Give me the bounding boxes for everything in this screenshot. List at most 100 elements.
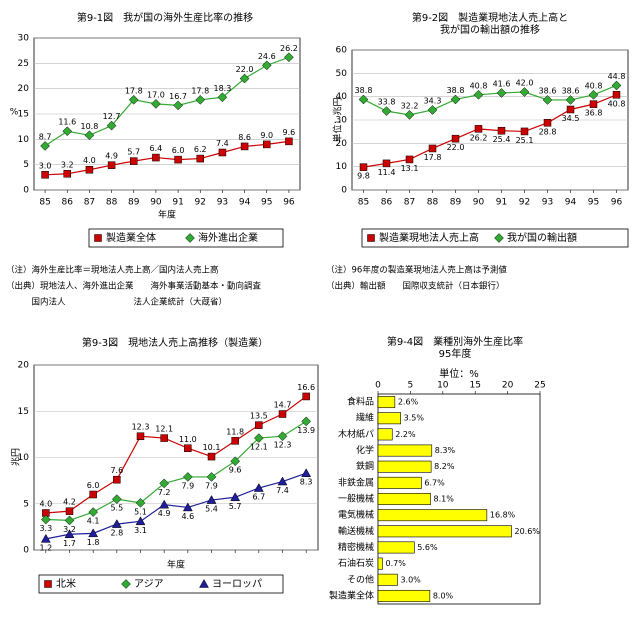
x-tick-label: 88 (106, 198, 118, 208)
data-label: 20.6% (514, 527, 540, 536)
marker (520, 127, 529, 136)
data-label: 25.4 (493, 135, 511, 144)
chart-title: 我が国の輸出額の推移 (440, 23, 540, 36)
bar (377, 525, 512, 538)
x-tick-label: 10 (437, 381, 449, 391)
data-label: 8.3% (435, 446, 456, 455)
x-tick-label: 92 (519, 198, 530, 208)
data-label: 40.8 (585, 81, 603, 90)
marker (63, 170, 71, 178)
x-tick-label: 15 (469, 381, 480, 391)
marker (85, 165, 94, 174)
data-label: 11.4 (378, 168, 396, 177)
data-label: 38.8 (447, 86, 465, 95)
marker (94, 234, 102, 242)
data-label: 16.7 (169, 92, 187, 101)
data-label: 17.8 (424, 153, 442, 162)
data-label: 7.4 (216, 139, 229, 148)
marker (230, 456, 241, 467)
legend-label: 製造業全体 (106, 231, 156, 244)
data-label: 8.2% (434, 462, 455, 471)
y-tick-label: 5 (23, 499, 29, 509)
marker (358, 94, 369, 105)
data-label: 3.5% (404, 414, 425, 423)
data-label: 4.9 (105, 152, 118, 161)
marker (40, 533, 51, 543)
marker (174, 155, 182, 164)
marker (240, 142, 249, 151)
bar (377, 493, 431, 505)
marker (278, 410, 287, 418)
marker (382, 159, 391, 168)
category-label: その他 (347, 573, 374, 585)
marker (182, 472, 193, 482)
marker (218, 148, 227, 157)
x-axis-label: 年度 (158, 209, 176, 221)
marker (88, 528, 99, 538)
data-label: 34.5 (562, 114, 580, 123)
marker (152, 153, 160, 162)
bar (377, 428, 393, 441)
data-label: 9.6 (283, 128, 296, 137)
x-tick-label: 95 (261, 198, 272, 208)
marker (496, 88, 507, 98)
category-label: 化学 (356, 444, 374, 456)
y-tick-label: 15 (18, 110, 29, 120)
data-label: 38.6 (539, 86, 557, 95)
data-label: 6.7% (424, 478, 445, 487)
x-tick-label: 95 (588, 198, 599, 208)
category-label: 繊維 (356, 412, 374, 424)
data-label: 6.0 (87, 481, 100, 490)
data-label: 3.3 (39, 524, 52, 533)
data-label: 13.5 (250, 412, 268, 421)
data-label: 12.1 (155, 425, 173, 434)
x-tick-label: 90 (473, 198, 485, 208)
data-label: 8.3 (300, 478, 313, 487)
bar (377, 573, 398, 586)
series-line (363, 94, 617, 168)
data-label: 5.7 (229, 502, 242, 511)
marker (40, 141, 50, 151)
marker (277, 476, 288, 486)
x-tick-label: 91 (172, 198, 183, 208)
marker (255, 421, 263, 429)
series-line (45, 395, 307, 514)
legend-label: 北米 (56, 577, 76, 590)
data-label: 36.8 (585, 109, 603, 118)
marker (151, 99, 161, 109)
data-label: 5.5 (110, 504, 123, 513)
marker (207, 452, 216, 461)
marker (253, 483, 264, 492)
marker (84, 130, 95, 141)
data-label: 1.2 (39, 543, 52, 552)
data-label: 12.1 (250, 443, 268, 452)
marker (135, 497, 146, 508)
x-tick-label: 90 (150, 198, 162, 208)
y-tick-label: 0 (23, 186, 29, 196)
marker (284, 52, 294, 63)
marker (405, 155, 414, 164)
marker (217, 92, 228, 103)
data-label: 5.7 (127, 148, 140, 157)
category-label: 鉄鋼 (356, 460, 374, 472)
marker (136, 432, 145, 440)
x-tick-label: 85 (358, 198, 369, 208)
marker (107, 161, 116, 169)
data-label: 3.0 (39, 161, 52, 170)
category-label: 一般機械 (338, 493, 374, 505)
data-label: 7.9 (181, 481, 194, 490)
chart-title: 第9-2図 製造業現地法人売上高と (412, 11, 568, 24)
marker (565, 95, 576, 105)
marker (199, 578, 209, 588)
data-label: 7.6 (110, 466, 123, 475)
x-tick-label: 25 (534, 381, 545, 391)
marker (159, 478, 170, 489)
bar (377, 541, 415, 554)
bar (377, 460, 432, 473)
marker (64, 515, 75, 526)
data-label: 17.8 (125, 86, 143, 95)
data-label: 4.2 (63, 498, 76, 507)
bar (377, 589, 431, 602)
data-label: 41.6 (493, 79, 511, 88)
chart-title: 第9-4図 業種別海外生産比率 (387, 335, 523, 348)
